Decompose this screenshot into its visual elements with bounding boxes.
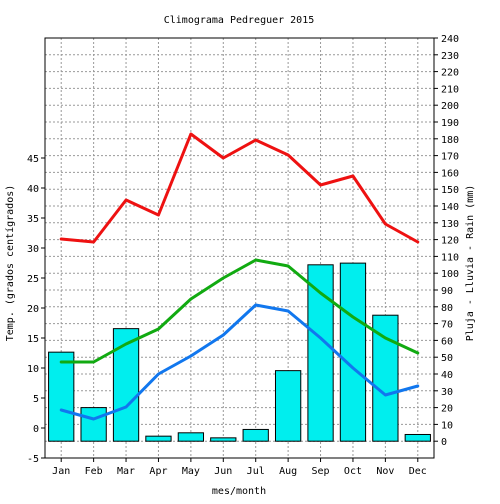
right-tick-label: 100 xyxy=(441,269,459,280)
left-tick-label: 0 xyxy=(33,424,39,435)
rain-bar xyxy=(177,432,205,442)
right-tick-label: 200 xyxy=(441,101,459,112)
x-tick-label: Jun xyxy=(214,466,232,477)
rain-bar xyxy=(48,351,75,442)
left-tick-label: 45 xyxy=(27,154,39,165)
rain-bar xyxy=(274,370,302,442)
right-tick-label: 10 xyxy=(441,420,453,431)
x-axis: Jan Feb Mar Apr May Jun Jul Aug Sep Oct Nov Dec xyxy=(52,458,427,477)
left-tick-label: 30 xyxy=(27,244,39,255)
left-axis-label: Temp. (grados centígrados) xyxy=(4,185,16,342)
x-tick-label: Nov xyxy=(376,466,394,477)
left-tick-label: 25 xyxy=(27,274,39,285)
right-tick-label: 120 xyxy=(441,236,459,247)
left-tick-label: 10 xyxy=(27,364,39,375)
left-tick-label: 15 xyxy=(27,334,39,345)
rain-bar xyxy=(372,314,399,442)
left-tick-label: 40 xyxy=(27,184,39,195)
left-tick-label: -5 xyxy=(27,454,39,465)
rain-bar xyxy=(339,262,367,442)
x-tick-label: Sep xyxy=(312,466,330,477)
temperature-line-2 xyxy=(59,258,420,364)
right-tick-label: 230 xyxy=(441,51,459,62)
lines-layer xyxy=(59,132,420,421)
left-tick-label: 5 xyxy=(33,394,39,405)
right-tick-label: 220 xyxy=(441,68,459,79)
left-axis: -5 0 5 10 15 20 25 30 35 40 45 xyxy=(27,154,45,465)
rain-bar xyxy=(145,435,172,442)
right-tick-label: 140 xyxy=(441,202,459,213)
temperature-line-1 xyxy=(59,132,420,244)
right-axis: 0 10 20 30 40 50 60 70 80 90 100 110 120 130 140 150 160… xyxy=(434,34,459,448)
right-tick-label: 180 xyxy=(441,135,459,146)
right-tick-label: 130 xyxy=(441,219,459,230)
temperature-line-3 xyxy=(59,303,420,421)
x-tick-label: Apr xyxy=(149,466,167,477)
x-tick-label: Jul xyxy=(247,466,265,477)
rain-bar xyxy=(210,437,237,442)
right-tick-label: 90 xyxy=(441,286,453,297)
right-tick-label: 40 xyxy=(441,370,453,381)
right-tick-label: 150 xyxy=(441,185,459,196)
right-tick-label: 0 xyxy=(441,437,447,448)
right-tick-label: 50 xyxy=(441,353,453,364)
x-tick-label: Mar xyxy=(117,466,135,477)
x-tick-label: Feb xyxy=(85,466,103,477)
chart-title: Climograma Pedreguer 2015 xyxy=(164,15,315,26)
right-tick-label: 210 xyxy=(441,84,459,95)
right-tick-label: 110 xyxy=(441,252,459,263)
rain-bar xyxy=(80,407,107,442)
left-tick-label: 35 xyxy=(27,214,39,225)
right-axis-label: Pluja - Lluvia - Rain (mm) xyxy=(465,185,476,342)
x-tick-label: May xyxy=(182,466,200,477)
right-tick-label: 60 xyxy=(441,336,453,347)
bars-layer xyxy=(48,262,431,442)
left-tick-label: 20 xyxy=(27,304,39,315)
right-tick-label: 190 xyxy=(441,118,459,129)
x-tick-label: Aug xyxy=(279,466,297,477)
rain-bar xyxy=(404,433,431,442)
right-tick-label: 30 xyxy=(441,387,453,398)
right-tick-label: 70 xyxy=(441,320,453,331)
right-tick-label: 80 xyxy=(441,303,453,314)
x-tick-label: Dec xyxy=(409,466,427,477)
x-tick-label: Jan xyxy=(52,466,70,477)
x-tick-label: Oct xyxy=(344,466,362,477)
right-tick-label: 240 xyxy=(441,34,459,45)
x-axis-label: mes/month xyxy=(212,486,266,497)
right-tick-label: 20 xyxy=(441,404,453,415)
right-tick-label: 160 xyxy=(441,168,459,179)
right-tick-label: 170 xyxy=(441,152,459,163)
rain-bar xyxy=(242,428,269,442)
